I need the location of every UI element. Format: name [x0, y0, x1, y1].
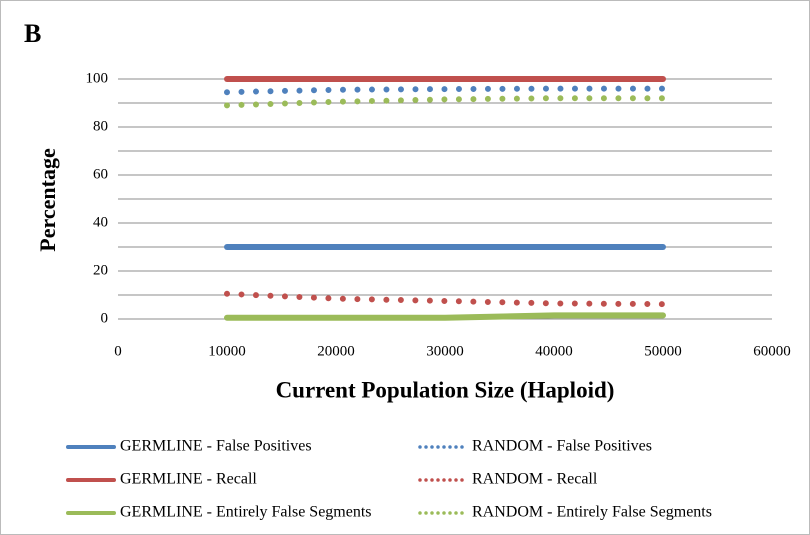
legend-label: GERMLINE - False Positives	[120, 438, 312, 455]
x-tick-label: 60000	[753, 343, 791, 359]
legend-label: RANDOM - False Positives	[472, 438, 652, 455]
x-tick-label: 10000	[208, 343, 246, 359]
y-tick-label: 60	[93, 166, 108, 182]
x-tick-label: 20000	[317, 343, 355, 359]
x-tick-label: 0	[114, 343, 122, 359]
y-tick-label: 20	[93, 262, 108, 278]
x-tick-label: 40000	[535, 343, 573, 359]
y-tick-label: 80	[93, 118, 108, 134]
series-line	[224, 95, 666, 109]
y-tick-label: 0	[101, 310, 109, 326]
y-tick-label: 40	[93, 214, 108, 230]
legend-label: GERMLINE - Recall	[120, 471, 257, 488]
y-tick-label: 100	[86, 70, 109, 86]
x-tick-label: 30000	[426, 343, 464, 359]
legend-label: RANDOM - Entirely False Segments	[472, 504, 712, 521]
x-tick-label: 50000	[644, 343, 682, 359]
series-line	[224, 290, 666, 308]
y-axis-title: Percentage	[35, 148, 60, 252]
series-line	[224, 85, 666, 96]
series-line	[224, 312, 666, 321]
x-axis-title: Current Population Size (Haploid)	[276, 377, 615, 402]
panel-label: B	[24, 19, 41, 48]
legend-label: GERMLINE - Entirely False Segments	[120, 504, 372, 521]
legend-label: RANDOM - Recall	[472, 471, 598, 488]
